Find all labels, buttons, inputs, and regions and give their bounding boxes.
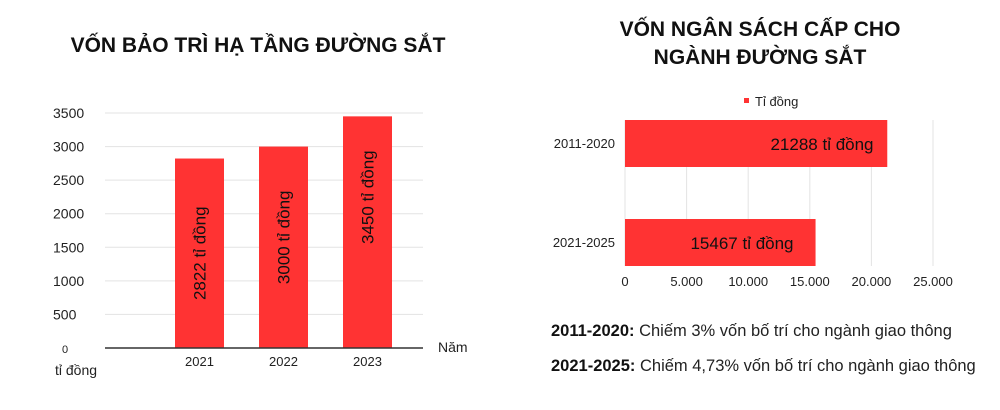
note-2-label: 2021-2025: bbox=[551, 357, 636, 375]
note-1-label: 2011-2020: bbox=[551, 322, 635, 340]
x-tick-label: 2023 bbox=[353, 354, 382, 369]
right-chart-title-line1: VỐN NGÂN SÁCH CẤP CHO bbox=[619, 18, 901, 41]
x-tick-label: 10.000 bbox=[728, 274, 768, 289]
y-tick-label: 2011-2020 bbox=[554, 136, 615, 151]
legend-swatch bbox=[744, 98, 749, 103]
bar-2022 bbox=[259, 146, 308, 348]
bar-2021-2025 bbox=[625, 219, 816, 266]
bar-data-label: 3000 tỉ đồng bbox=[275, 190, 294, 284]
x-tick-label: 0 bbox=[621, 274, 628, 289]
y-axis-label: tỉ đồng bbox=[55, 362, 97, 378]
y-tick-label: 2000 bbox=[53, 206, 84, 222]
bar-data-label: 2822 tỉ đồng bbox=[191, 206, 210, 300]
bar-data-label: 3450 tỉ đồng bbox=[359, 150, 378, 244]
x-tick-label: 20.000 bbox=[852, 274, 892, 289]
y-tick-label: 1500 bbox=[53, 239, 84, 255]
x-tick-label: 25.000 bbox=[913, 274, 953, 289]
y-tick-label: 2021-2025 bbox=[553, 235, 615, 250]
bar-data-label: 15467 tỉ đồng bbox=[690, 234, 793, 253]
bar-2021 bbox=[175, 158, 224, 348]
x-axis-label: Năm bbox=[438, 339, 468, 355]
y-tick-label: 1000 bbox=[53, 273, 84, 289]
y-tick-label: 3000 bbox=[53, 139, 84, 155]
x-tick-label: 5.000 bbox=[670, 274, 703, 289]
note-2: 2021-2025: Chiếm 4,73% vốn bố trí cho ng… bbox=[551, 357, 976, 376]
note-1-text: Chiếm 3% vốn bố trí cho ngành giao thông bbox=[634, 322, 952, 340]
left-chart-title: VỐN BẢO TRÌ HẠ TẦNG ĐƯỜNG SẮT bbox=[70, 34, 446, 57]
legend-label: Tỉ đồng bbox=[755, 94, 798, 109]
y-tick-label: 2500 bbox=[53, 172, 84, 188]
note-2-text: Chiếm 4,73% vốn bố trí cho ngành giao th… bbox=[635, 357, 976, 375]
bar-data-label: 21288 tỉ đồng bbox=[770, 135, 873, 154]
x-tick-label: 2022 bbox=[269, 354, 298, 369]
x-tick-label: 15.000 bbox=[790, 274, 830, 289]
x-tick-label: 2021 bbox=[185, 354, 214, 369]
note-1: 2011-2020: Chiếm 3% vốn bố trí cho ngành… bbox=[551, 322, 952, 341]
bar-2011-2020 bbox=[625, 120, 888, 167]
y-tick-label: 500 bbox=[53, 306, 77, 322]
bar-2023 bbox=[343, 116, 392, 348]
y-tick-label: 3500 bbox=[53, 105, 84, 121]
right-chart-title-line2: NGÀNH ĐƯỜNG SẮT bbox=[653, 46, 867, 69]
y-tick-label: 0 bbox=[62, 344, 68, 356]
